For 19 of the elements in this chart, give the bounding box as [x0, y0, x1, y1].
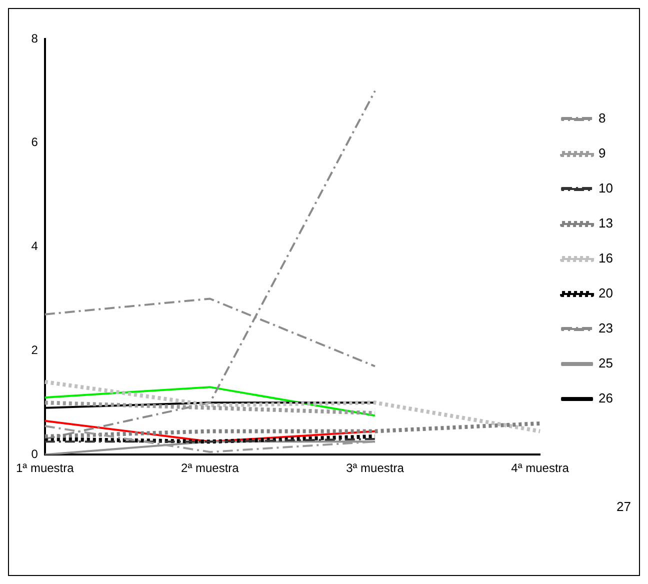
x-tick-label: 3ª muestra	[346, 461, 404, 476]
y-tick-label: 6	[31, 135, 38, 150]
y-tick-label: 0	[31, 446, 38, 461]
legend-label: 20	[598, 286, 614, 301]
y-tick-label: 4	[31, 239, 38, 254]
legend-label: 13	[598, 216, 614, 231]
legend-label: 23	[598, 320, 614, 336]
text: 27	[616, 499, 631, 514]
legend-label: 16	[598, 250, 614, 266]
legend-label: 26	[598, 390, 614, 406]
legend-label: 25	[598, 356, 614, 371]
x-tick-label: 4ª muestra	[511, 461, 570, 476]
legend-label: 8	[598, 110, 606, 126]
x-tick-label: 2ª muestra	[181, 461, 240, 476]
legend-label: 9	[598, 146, 606, 161]
x-tick-label: 1ª muestra	[16, 461, 74, 476]
y-tick-label: 8	[31, 31, 38, 46]
y-tick-label: 2	[31, 343, 38, 358]
legend-label: 10	[598, 180, 614, 196]
